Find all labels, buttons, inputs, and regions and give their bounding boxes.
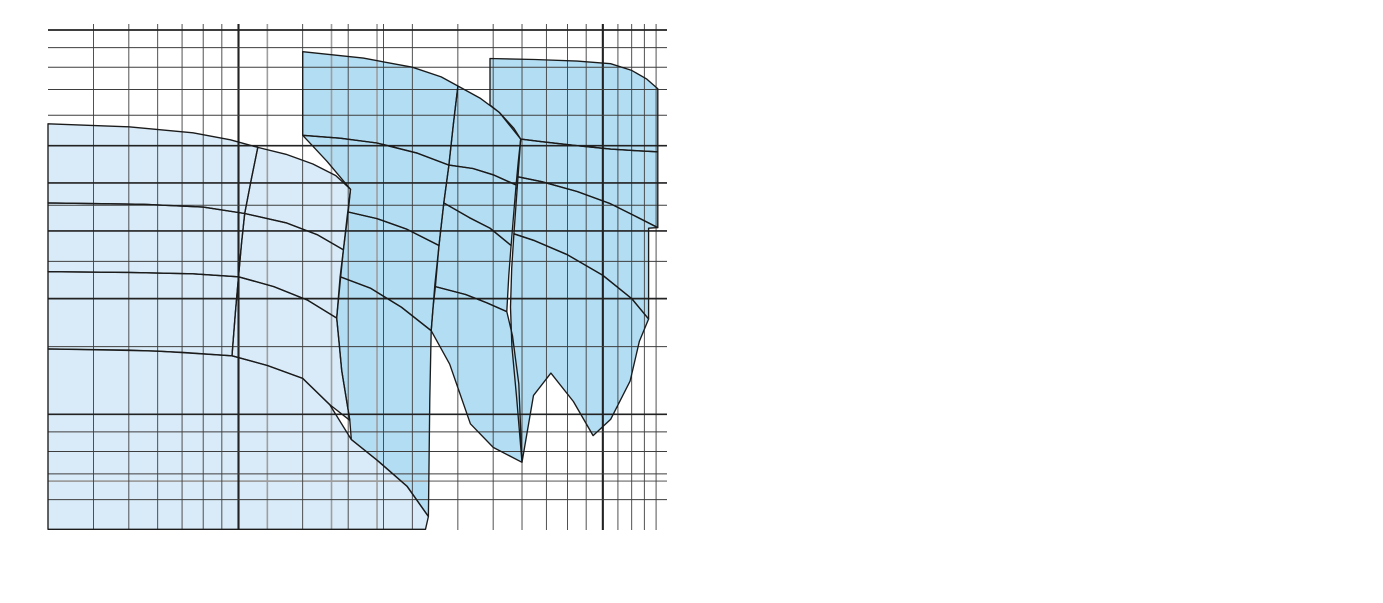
region-fill-nr-65-250: [448, 86, 521, 185]
region-fill-nr-32-125: [48, 271, 239, 356]
region-fill-nr-s-80-250: [490, 58, 658, 152]
chart-nr-2900rpm: [47, 24, 667, 530]
region-fill-nr-32-160: [48, 202, 245, 277]
region-fill-nr-50-125: [336, 276, 432, 517]
region-fill-nr-32-200: [48, 123, 258, 214]
region-fill-nr-50-160: [340, 212, 439, 331]
region-fill-nr-40-125: [232, 276, 350, 421]
region-fill-nr-65-125: [431, 286, 522, 463]
region-fill-nr-50-250: [302, 51, 458, 166]
region-fill-nr-40-160: [238, 213, 344, 319]
region-outline-nr-50-125: [336, 276, 432, 518]
region-fill-nr-40-200: [244, 147, 351, 250]
region-outline-nr-80-125: [509, 233, 650, 463]
region-fill-nr-80-125: [510, 233, 649, 463]
grid: [48, 24, 667, 530]
